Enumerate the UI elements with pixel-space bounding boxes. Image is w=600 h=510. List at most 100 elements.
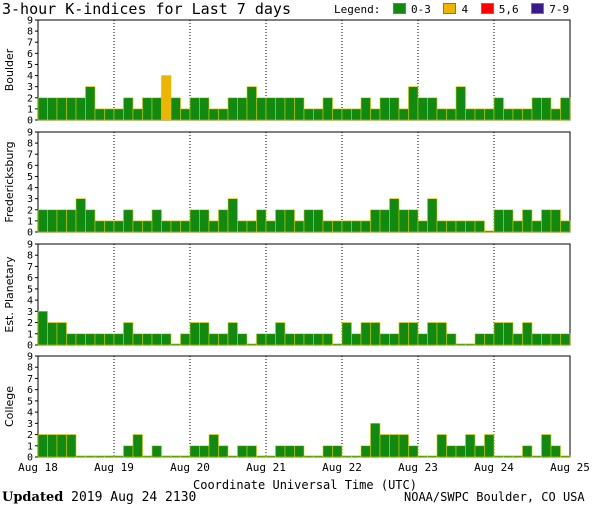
k-index-bar [512,333,523,346]
y-tick-label: 3 [27,419,33,430]
k-index-bar [417,97,428,121]
y-tick-label: 7 [27,150,33,161]
k-index-bar [256,333,267,346]
k-index-bar [94,455,105,458]
y-tick-label: 4 [27,408,33,419]
k-index-bar [246,220,257,233]
k-index-bar [389,434,400,458]
updated-timestamp: Updated 2019 Aug 24 2130 [2,490,196,505]
k-index-bar [360,322,371,346]
k-index-bar [332,108,343,121]
k-index-bar [275,209,286,233]
k-index-bar [427,97,438,121]
updated-label: Updated [2,490,64,505]
k-index-bar [322,445,333,458]
k-index-bar [170,455,181,458]
legend-item-0-3: 0-3 [392,3,431,16]
k-index-bar [161,455,172,458]
k-index-bar [208,333,219,346]
k-index-bar [484,108,495,121]
legend-swatch [392,3,406,14]
k-index-bar [132,220,143,233]
k-index-bar [484,230,495,233]
y-tick-label: 9 [27,240,33,251]
legend-swatch [531,3,545,14]
k-index-bar [484,333,495,346]
k-index-bar [170,97,181,121]
legend-item-label: 0-3 [410,3,431,16]
k-index-bar [313,333,324,346]
k-index-bar [123,445,134,458]
k-index-bar [455,86,466,121]
legend-swatch [443,3,457,14]
k-index-bar [398,209,409,233]
k-index-bar [161,333,172,346]
k-index-bar [370,423,381,458]
k-index-bar [465,220,476,233]
k-index-bar [531,220,542,233]
k-index-bar [218,108,229,121]
x-tick-label: Aug 24 [474,461,514,474]
k-index-bar [503,455,514,458]
k-index-bar [322,220,333,233]
k-index-bar [503,322,514,346]
k-index-bar [208,434,219,458]
y-tick-label: 4 [27,296,33,307]
y-tick-label: 9 [27,128,33,139]
y-tick-label: 5 [27,396,33,407]
x-tick-label: Aug 19 [94,461,134,474]
x-tick-label: Aug 20 [170,461,210,474]
k-index-bar [180,333,191,346]
k-index-bar [151,209,162,233]
k-index-bar [75,97,86,121]
k-index-bar [284,97,295,121]
k-index-bar [113,333,124,346]
k-index-bar [512,455,523,458]
k-index-bar [446,220,457,233]
k-index-bar [408,445,419,458]
k-index-bar [398,434,409,458]
k-index-bar [180,220,191,233]
k-index-bar [218,209,229,233]
y-tick-label: 2 [27,205,33,216]
k-index-bar [541,333,552,346]
k-index-bar [265,333,276,346]
k-index-bar [237,333,248,346]
k-index-bar [313,209,324,233]
k-index-bar [351,455,362,458]
k-index-bar [474,445,485,458]
k-index-bar [531,455,542,458]
k-index-bar [303,108,314,121]
k-index-bar [227,322,238,346]
k-index-bar [132,333,143,346]
y-tick-label: 8 [27,139,33,150]
k-index-bar [303,455,314,458]
legend-item-label: 5,6 [498,3,519,16]
k-index-bar [379,333,390,346]
chart-title: 3-hour K-indices for Last 7 days [2,0,291,18]
legend-swatch [480,3,494,14]
y-tick-label: 0 [27,341,33,352]
k-index-bar [56,209,67,233]
k-index-bar [284,445,295,458]
k-index-bar [237,220,248,233]
y-tick-label: 0 [27,116,33,127]
k-index-bar [550,445,561,458]
y-tick-label: 6 [27,273,33,284]
k-index-bar [56,434,67,458]
k-index-bar [275,445,286,458]
k-index-bar [332,343,343,346]
panel-label: College [3,386,16,427]
k-index-bar [550,209,561,233]
k-index-bar [47,209,58,233]
k-index-bar [104,455,115,458]
k-index-bar [256,97,267,121]
k-index-bar [370,209,381,233]
k-index-bar [341,108,352,121]
k-index-bar [199,445,210,458]
k-index-bar [541,434,552,458]
k-index-bar [66,333,77,346]
k-index-bar [341,220,352,233]
k-index-bar [474,333,485,346]
updated-value: 2019 Aug 24 2130 [71,490,197,505]
